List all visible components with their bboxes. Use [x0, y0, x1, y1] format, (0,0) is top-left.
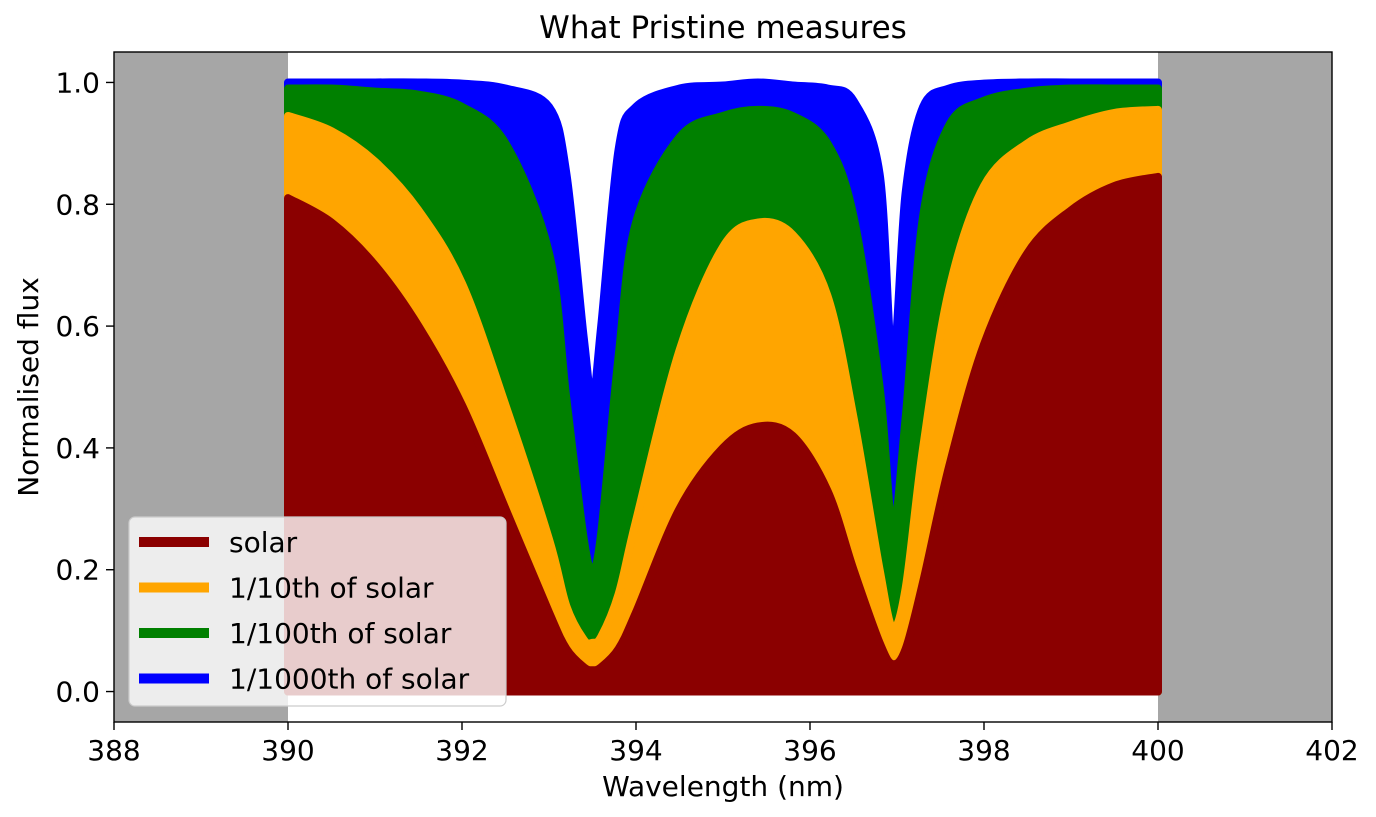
- legend-box: [128, 516, 507, 707]
- y-axis-ticks: 0.0 0.2 0.4 0.6 0.8 1.0: [55, 66, 114, 709]
- legend-label: 1/1000th of solar: [229, 663, 470, 696]
- y-axis-label: Normalised flux: [12, 277, 45, 497]
- chart-title: What Pristine measures: [539, 10, 907, 46]
- x-tick-label: 400: [1131, 734, 1184, 767]
- x-axis-label: Wavelength (nm): [602, 770, 844, 803]
- x-tick-label: 388: [87, 734, 140, 767]
- x-tick-label: 394: [609, 734, 662, 767]
- x-tick-label: 398: [957, 734, 1010, 767]
- x-axis-ticks: 388 390 392 394 396 398 400 402: [87, 722, 1359, 767]
- plot-frame: [113, 51, 1333, 723]
- y-tick-label: 0.0: [55, 676, 100, 709]
- x-tick-label: 396: [783, 734, 836, 767]
- y-tick-label: 0.6: [55, 310, 100, 343]
- x-tick-label: 392: [435, 734, 488, 767]
- x-tick-label: 402: [1305, 734, 1358, 767]
- legend-label: 1/100th of solar: [229, 617, 452, 650]
- y-tick-label: 0.4: [55, 432, 100, 465]
- legend-items: solar 1/10th of solar 1/100th of solar 1/10…: [139, 526, 470, 696]
- y-tick-label: 0.2: [55, 554, 100, 587]
- y-tick-label: 0.8: [55, 188, 100, 221]
- y-tick-label: 1.0: [55, 66, 100, 99]
- x-tick-label: 390: [261, 734, 314, 767]
- legend-label: solar: [229, 526, 298, 559]
- legend-label: 1/10th of solar: [229, 572, 434, 605]
- legend: solar 1/10th of solar 1/100th of solar 1/10…: [128, 516, 507, 707]
- shaded-region-2: [1158, 52, 1332, 722]
